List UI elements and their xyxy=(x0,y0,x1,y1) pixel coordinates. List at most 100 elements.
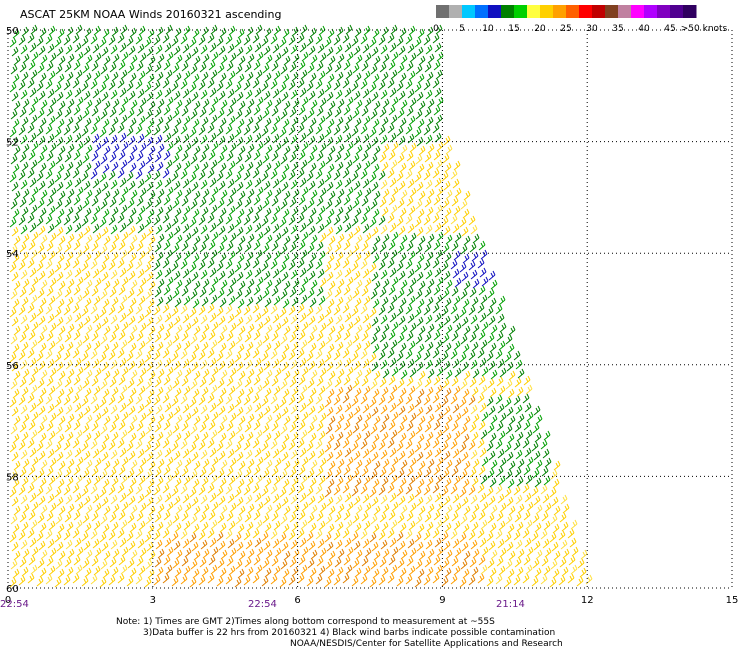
wind-barb xyxy=(489,297,497,308)
barb-stroke xyxy=(381,296,389,307)
barb-stroke xyxy=(155,449,163,460)
barb-stroke xyxy=(360,349,368,360)
barb-stroke xyxy=(397,288,405,299)
barb-stroke xyxy=(261,396,269,407)
barb-stroke xyxy=(119,87,127,98)
wind-barb xyxy=(72,438,80,449)
wind-barb xyxy=(381,386,389,397)
wind-barb xyxy=(427,413,435,424)
barb-stroke xyxy=(243,35,251,46)
barb-stroke xyxy=(164,402,172,413)
wind-barb xyxy=(184,97,192,108)
barb-stroke xyxy=(289,107,297,118)
barb-stroke xyxy=(85,234,93,245)
barb-stroke xyxy=(210,249,218,260)
wind-barb xyxy=(444,162,452,173)
wind-barb xyxy=(66,206,74,217)
barb-stroke xyxy=(299,87,307,98)
barb-stroke xyxy=(254,177,262,188)
wind-barb xyxy=(333,215,341,226)
wind-barb xyxy=(307,423,315,434)
barb-stroke xyxy=(76,186,84,197)
wind-barb xyxy=(279,217,287,228)
wind-barb xyxy=(202,278,210,289)
wind-barb xyxy=(219,117,227,128)
wind-barb xyxy=(126,351,134,362)
barb-stroke xyxy=(166,141,174,152)
barb-stroke xyxy=(11,181,19,192)
wind-barb xyxy=(76,411,84,422)
barb-stroke xyxy=(154,242,162,253)
wind-barb xyxy=(109,332,117,343)
barb-stroke xyxy=(45,394,53,405)
barb-stroke xyxy=(351,441,359,452)
barb-stroke xyxy=(109,62,117,73)
barb-stroke xyxy=(171,306,179,317)
barb-stroke xyxy=(246,116,254,127)
wind-barb xyxy=(219,27,227,38)
wind-barb xyxy=(63,440,71,451)
wind-barb xyxy=(362,88,370,99)
wind-barb xyxy=(126,171,134,182)
wind-barb xyxy=(173,135,181,146)
wind-barb xyxy=(283,370,291,381)
barb-stroke xyxy=(128,225,136,236)
barb-stroke xyxy=(360,304,368,315)
barb-stroke xyxy=(129,27,137,38)
barb-stroke xyxy=(64,422,72,433)
barb-stroke xyxy=(344,357,352,368)
wind-barb xyxy=(236,361,244,372)
wind-barb xyxy=(344,222,352,233)
wind-barb xyxy=(200,359,208,370)
wind-barb xyxy=(310,414,318,425)
barb-stroke xyxy=(139,52,147,63)
barb-stroke xyxy=(327,118,335,129)
barb-stroke xyxy=(189,307,197,318)
wind-barb xyxy=(360,34,368,45)
barb-stroke xyxy=(290,224,298,235)
wind-barb xyxy=(165,294,173,305)
wind-barb xyxy=(166,96,174,107)
barb-stroke xyxy=(144,352,152,363)
wind-barb xyxy=(445,144,453,155)
barb-stroke xyxy=(317,403,325,414)
wind-barb xyxy=(217,288,225,299)
barb-stroke xyxy=(40,99,48,110)
wind-barb xyxy=(246,431,254,442)
barb-stroke xyxy=(28,150,36,161)
barb-stroke xyxy=(247,143,255,154)
barb-stroke xyxy=(58,55,66,66)
wind-barb xyxy=(342,213,350,224)
barb-stroke xyxy=(153,125,161,136)
wind-barb xyxy=(316,61,324,72)
wind-barb xyxy=(163,375,171,386)
wind-barb xyxy=(289,197,297,208)
barb-stroke xyxy=(66,206,74,217)
barb-stroke xyxy=(229,277,237,288)
wind-barb xyxy=(345,114,353,125)
wind-barb xyxy=(20,179,28,190)
wind-barb xyxy=(252,258,260,269)
wind-barb xyxy=(201,296,209,307)
wind-barb xyxy=(217,198,225,209)
wind-barb xyxy=(238,370,246,381)
wind-barb xyxy=(406,106,414,117)
wind-barb xyxy=(180,79,188,90)
barb-stroke xyxy=(227,88,235,99)
barb-stroke xyxy=(162,303,170,314)
barb-stroke xyxy=(360,169,368,180)
barb-stroke xyxy=(210,69,218,80)
wind-barb xyxy=(172,243,180,254)
wind-barb xyxy=(49,232,57,243)
barb-stroke xyxy=(435,384,443,395)
barb-stroke xyxy=(513,350,521,361)
wind-barb xyxy=(73,285,81,296)
barb-stroke xyxy=(190,244,198,255)
barb-stroke xyxy=(22,233,30,244)
barb-stroke xyxy=(110,179,118,190)
wind-barb xyxy=(49,367,57,378)
barb-stroke xyxy=(414,442,422,453)
wind-barb xyxy=(441,216,449,227)
barb-stroke xyxy=(57,343,65,354)
wind-barb xyxy=(442,198,450,209)
